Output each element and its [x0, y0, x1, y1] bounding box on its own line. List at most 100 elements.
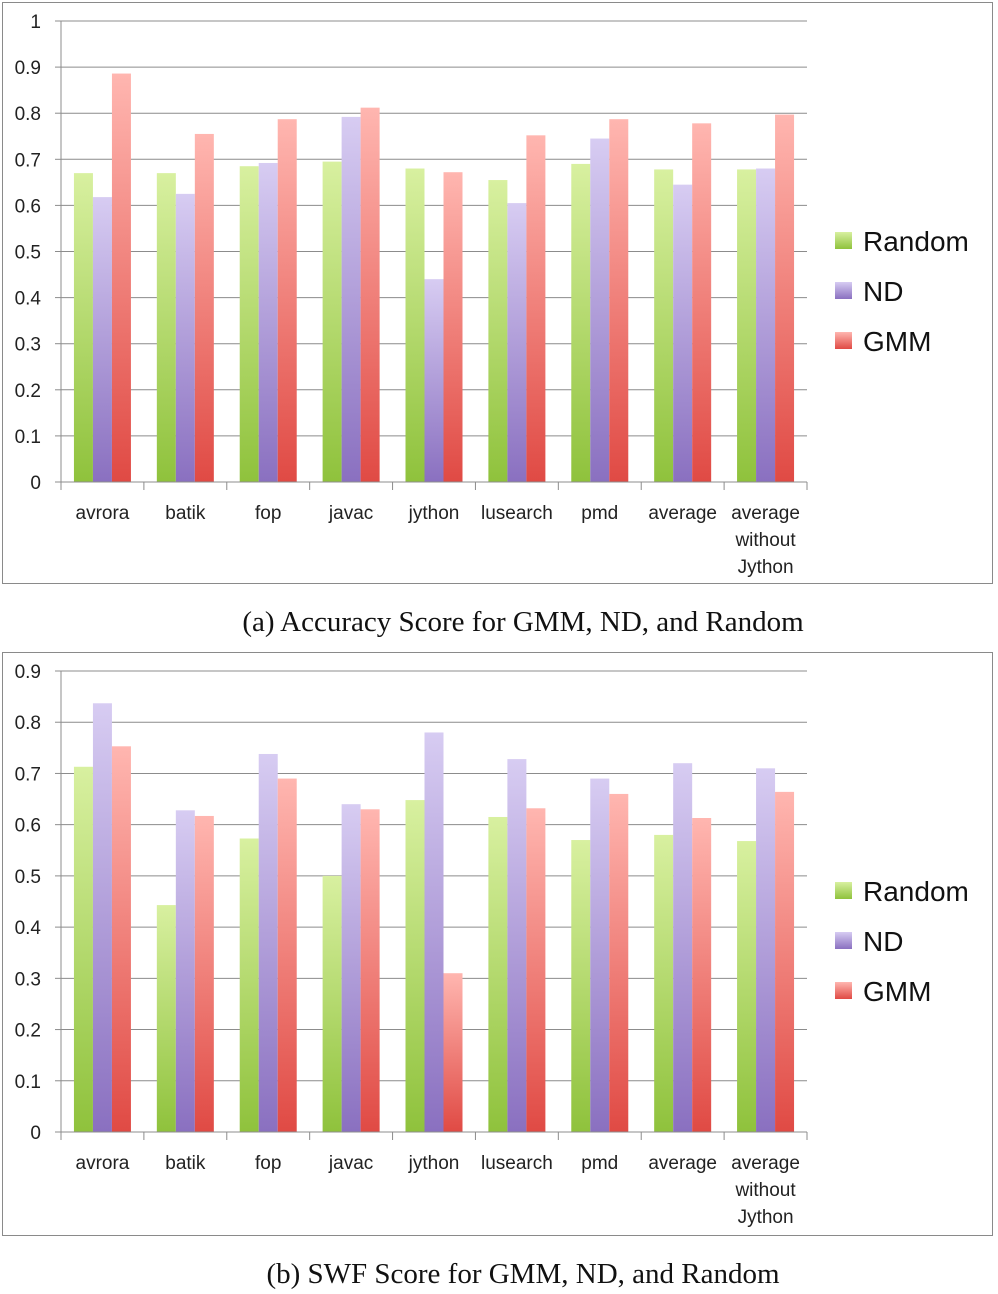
x-category-label: fop — [255, 503, 281, 524]
x-category-label: avrora — [76, 503, 130, 524]
bar-random-average-without-jython — [737, 169, 757, 482]
legend-label-nd: ND — [863, 926, 903, 957]
y-tick-label: 0.3 — [15, 335, 41, 356]
x-category-label: javac — [328, 1153, 373, 1174]
bar-nd-jython — [424, 279, 444, 482]
bar-nd-javac — [341, 116, 361, 482]
legend-label-random: Random — [863, 226, 969, 257]
legend-swatch-gmm — [835, 332, 852, 349]
y-tick-label: 0.4 — [15, 289, 42, 310]
legend-swatch-random — [835, 882, 852, 899]
bar-gmm-jython — [443, 973, 463, 1132]
x-category-label: average — [731, 1153, 800, 1174]
caption-accuracy: (a) Accuracy Score for GMM, ND, and Rand… — [242, 606, 804, 638]
swf-chart: 0 0.1 0.2 0.3 0.4 0.5 0.6 0.7 0.8 0.9 avrora batik f… — [15, 662, 969, 1228]
y-tick-label: 0.5 — [15, 867, 41, 888]
bar-gmm-batik — [194, 133, 214, 482]
bar-nd-lusearch — [507, 203, 527, 482]
legend-swatch-nd — [835, 932, 852, 949]
bar-gmm-average — [692, 818, 712, 1132]
y-tick-label: 0.9 — [15, 58, 41, 79]
x-category-label: batik — [165, 503, 206, 524]
bar-gmm-batik — [194, 815, 214, 1132]
bar-random-pmd — [571, 840, 591, 1132]
x-category-label: without — [734, 1180, 796, 1201]
bar-gmm-average-without-jython — [775, 791, 795, 1132]
bar-random-lusearch — [488, 816, 508, 1132]
y-tick-label: 0.8 — [15, 713, 41, 734]
y-tick-label: 0.1 — [15, 1072, 41, 1093]
y-tick-label: 0.2 — [15, 381, 41, 402]
bar-gmm-avrora — [111, 73, 131, 482]
y-tick-label: 0 — [30, 1123, 41, 1144]
y-tick-label: 0.3 — [15, 969, 41, 990]
bar-random-avrora — [73, 173, 93, 482]
bar-random-javac — [322, 161, 342, 483]
bar-nd-average-without-jython — [756, 168, 776, 482]
y-tick-label: 0.4 — [15, 918, 42, 939]
accuracy-chart: 0 0.1 0.2 0.3 0.4 0.5 0.6 0.7 0.8 0.9 1 avrora batik… — [15, 12, 969, 578]
bar-nd-average — [673, 763, 693, 1132]
bar-gmm-avrora — [111, 746, 131, 1132]
bar-nd-lusearch — [507, 759, 527, 1132]
bar-nd-jython — [424, 732, 444, 1132]
legend-swatch-nd — [835, 282, 852, 299]
accuracy-chart-panel: 0 0.1 0.2 0.3 0.4 0.5 0.6 0.7 0.8 0.9 1 avrora batik… — [2, 2, 993, 584]
bar-gmm-javac — [360, 107, 380, 482]
bar-nd-avrora — [92, 703, 112, 1132]
x-category-label: average — [731, 503, 800, 524]
y-tick-label: 0 — [30, 473, 41, 494]
y-tick-label: 0.1 — [15, 427, 41, 448]
y-tick-label: 0.8 — [15, 104, 41, 125]
x-category-label: average — [648, 503, 717, 524]
x-category-label: without — [734, 530, 796, 551]
bar-nd-avrora — [92, 197, 112, 483]
bar-nd-pmd — [590, 138, 610, 482]
bar-gmm-pmd — [609, 793, 629, 1132]
bar-nd-batik — [175, 193, 195, 482]
y-tick-label: 0.7 — [15, 150, 41, 171]
y-tick-label: 0.7 — [15, 764, 41, 785]
bar-random-average — [654, 834, 674, 1132]
bar-random-jython — [405, 168, 425, 482]
bar-random-fop — [239, 838, 259, 1132]
bar-gmm-jython — [443, 172, 463, 482]
swf-chart-panel: 0 0.1 0.2 0.3 0.4 0.5 0.6 0.7 0.8 0.9 avrora batik f… — [2, 652, 993, 1236]
x-category-label: batik — [165, 1153, 206, 1174]
bar-nd-batik — [175, 810, 195, 1132]
y-tick-label: 0.9 — [15, 662, 41, 683]
bar-random-fop — [239, 166, 259, 482]
x-category-label: Jython — [738, 557, 794, 578]
bar-gmm-lusearch — [526, 808, 546, 1132]
bar-random-average-without-jython — [737, 841, 757, 1132]
legend-label-gmm: GMM — [863, 976, 931, 1007]
bar-nd-pmd — [590, 778, 610, 1132]
bar-gmm-lusearch — [526, 135, 546, 482]
legend-label-nd: ND — [863, 276, 903, 307]
bar-random-batik — [156, 173, 176, 482]
bar-nd-average-without-jython — [756, 768, 776, 1132]
y-tick-label: 0.6 — [15, 196, 41, 217]
x-category-label: Jython — [738, 1207, 794, 1228]
x-category-label: fop — [255, 1153, 281, 1174]
bar-nd-javac — [341, 804, 361, 1132]
bar-random-pmd — [571, 163, 591, 482]
legend-label-gmm: GMM — [863, 326, 931, 357]
x-category-label: jython — [408, 1153, 460, 1174]
bar-gmm-javac — [360, 809, 380, 1132]
y-tick-label: 0.5 — [15, 243, 41, 264]
bar-random-javac — [322, 875, 342, 1132]
x-category-label: pmd — [581, 1153, 618, 1174]
y-tick-label: 0.6 — [15, 816, 41, 837]
y-tick-label: 1 — [30, 12, 41, 33]
x-category-label: javac — [328, 503, 373, 524]
bar-nd-fop — [258, 753, 278, 1132]
y-tick-label: 0.2 — [15, 1021, 41, 1042]
bar-nd-average — [673, 184, 693, 482]
bar-gmm-average — [692, 123, 712, 482]
x-category-label: average — [648, 1153, 717, 1174]
bar-random-avrora — [73, 766, 93, 1132]
x-category-label: pmd — [581, 503, 618, 524]
x-category-label: lusearch — [481, 503, 553, 524]
bar-random-batik — [156, 905, 176, 1132]
